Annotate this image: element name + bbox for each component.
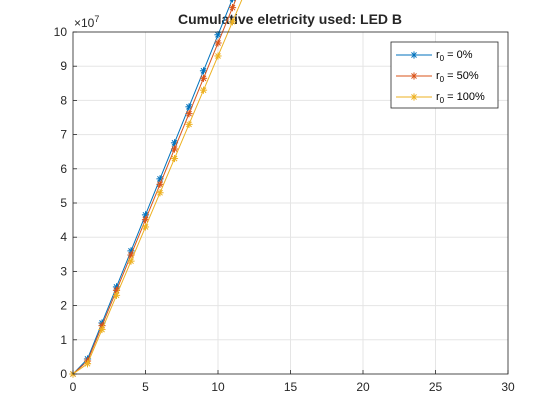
data-point (199, 67, 208, 75)
x-tick-label: 15 (284, 380, 298, 394)
data-point (199, 86, 208, 94)
legend-label-main: r (436, 91, 440, 103)
data-point (127, 257, 135, 265)
x-tick-label: 30 (501, 380, 515, 394)
y-tick-label: 3 (60, 264, 67, 278)
legend-label-rest: = 50% (444, 70, 479, 82)
y-exponent-base: ×10 (74, 16, 95, 30)
x-tick-label: 10 (211, 380, 225, 394)
y-tick-label: 4 (60, 230, 67, 244)
legend-label-sub: 0 (440, 96, 445, 105)
legend-label-rest: = 100% (444, 91, 485, 103)
data-point (199, 74, 208, 82)
y-tick-label: 5 (60, 196, 67, 210)
data-point (156, 189, 164, 197)
data-point (83, 360, 92, 368)
data-point (170, 139, 179, 147)
chart-title: Cumulative eletricity used: LED B (178, 11, 402, 27)
y-tick-label: 0 (60, 367, 67, 381)
data-point (170, 145, 179, 153)
data-point (185, 120, 193, 128)
data-point (141, 223, 150, 231)
legend-label-sub: 0 (440, 75, 445, 84)
data-point (228, 4, 237, 12)
legend-entry: r0 = 0% (396, 49, 473, 63)
data-point (229, 0, 236, 3)
x-tick-label: 20 (356, 380, 370, 394)
y-tick-label: 1 (60, 333, 67, 347)
legend-marker (410, 93, 418, 101)
data-point (141, 216, 150, 224)
legend-entry: r0 = 50% (396, 70, 479, 84)
y-tick-label: 2 (60, 299, 67, 313)
legend-marker (410, 51, 418, 59)
legend-label: r0 = 50% (436, 70, 479, 84)
y-tick-label: 6 (60, 162, 67, 176)
legend-entry: r0 = 100% (396, 91, 485, 105)
data-point (98, 325, 106, 334)
data-point (156, 180, 164, 188)
x-tick-label: 25 (429, 380, 443, 394)
y-exponent-power: 7 (94, 14, 99, 24)
legend: r0 = 0%r0 = 50%r0 = 100% (390, 41, 499, 109)
legend-label-main: r (436, 49, 440, 61)
legend-label-sub: 0 (440, 54, 445, 63)
legend-label: r0 = 100% (436, 91, 485, 105)
y-exponent: ×107 (74, 14, 99, 30)
ticks: 0 5 10 15 20 25 30 0 1 2 3 4 5 6 7 8 9 10 (54, 25, 515, 394)
y-tick-label: 7 (60, 128, 67, 142)
x-tick-label: 5 (142, 380, 149, 394)
y-tick-label: 9 (60, 59, 67, 73)
data-point (228, 18, 237, 26)
legend-label: r0 = 0% (436, 49, 473, 63)
x-tick-label: 0 (70, 380, 77, 394)
data-point (214, 52, 222, 60)
y-tick-label: 8 (60, 93, 67, 107)
data-point (170, 154, 179, 163)
y-tick-label: 10 (54, 25, 68, 39)
legend-marker (410, 72, 418, 80)
data-point (214, 39, 222, 47)
legend-label-rest: = 0% (444, 49, 473, 61)
legend-label-main: r (436, 70, 440, 82)
data-point (112, 291, 121, 299)
data-point (185, 110, 193, 118)
